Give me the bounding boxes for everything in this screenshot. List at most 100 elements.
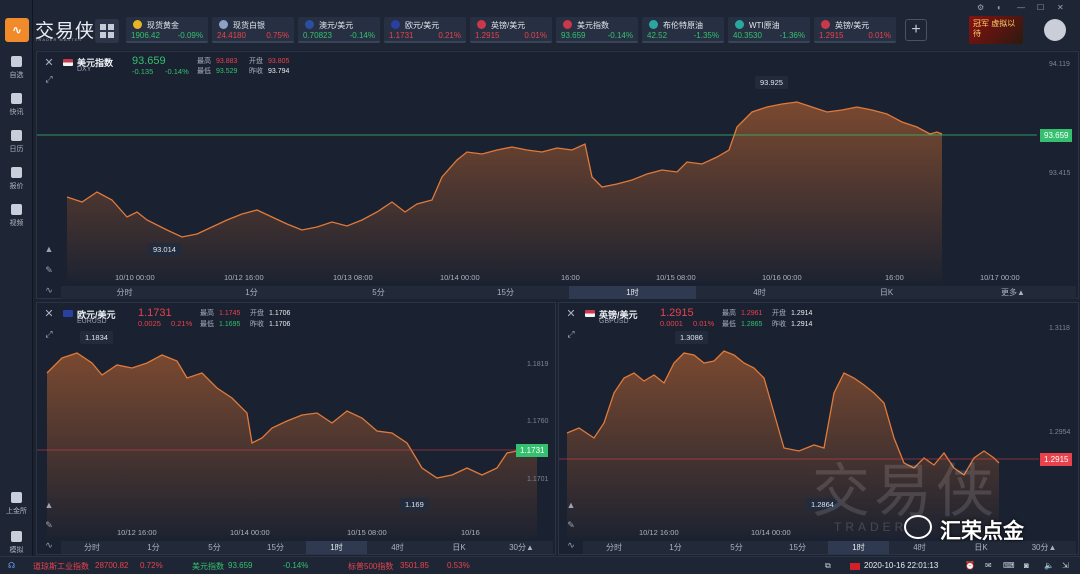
volume-icon[interactable]: 🔈 — [1044, 561, 1054, 570]
symbol-title[interactable]: 欧元/美元 — [77, 310, 116, 320]
expand-panel-button[interactable]: ⤢ — [45, 74, 53, 84]
tf-1m[interactable]: 1分 — [245, 288, 258, 297]
tf-30m[interactable]: 30分▲ — [1031, 543, 1057, 552]
status-dxy-name[interactable]: 美元指数 — [192, 562, 224, 571]
sidebar-item-watchlist[interactable]: 自选 — [0, 56, 33, 80]
tf-daily[interactable]: 日K — [879, 288, 894, 297]
tf-30m[interactable]: 30分▲ — [509, 543, 534, 552]
tf-15m[interactable]: 15分 — [267, 543, 284, 552]
tf-1h[interactable]: 1时 — [828, 541, 889, 554]
close-icon[interactable]: ✕ — [1057, 3, 1064, 12]
x-tick: 10/13 08:00 — [333, 273, 373, 282]
x-tick: 10/10 00:00 — [115, 273, 155, 282]
keyboard-icon[interactable]: ⌨ — [1003, 561, 1015, 570]
mountain-chart-icon[interactable]: ▲ — [44, 244, 54, 254]
sidebar-item-calendar[interactable]: 日历 — [0, 130, 33, 154]
symbol-title[interactable]: 美元指数 — [77, 58, 114, 68]
draw-pen-icon[interactable]: ✎ — [45, 520, 53, 530]
indicator-icon[interactable]: ∿ — [45, 285, 53, 295]
tf-tick[interactable]: 分时 — [606, 543, 622, 552]
notify-icon[interactable]: ⧉ — [825, 561, 831, 570]
ticker-gold[interactable]: 现货黄金 1906.42 -0.09% — [126, 17, 208, 43]
watermark: 交易侠 — [812, 459, 999, 524]
indicator-icon[interactable]: ∿ — [567, 540, 575, 550]
news-icon — [11, 93, 22, 104]
sidebar-item-exchange[interactable]: 上金所 — [0, 492, 33, 516]
tf-15m[interactable]: 15分 — [789, 543, 806, 552]
camera-icon[interactable]: ◙ — [1024, 561, 1029, 570]
ticker-audusd[interactable]: 澳元/美元 0.70823 -0.14% — [298, 17, 380, 43]
exchange-icon — [11, 492, 22, 503]
change-pct: 0.01% — [693, 319, 715, 328]
promo-banner[interactable]: 冠军 虚拟以待 — [969, 16, 1023, 44]
tf-15m[interactable]: 15分 — [497, 288, 514, 297]
tf-5m[interactable]: 5分 — [208, 543, 221, 552]
mountain-chart-icon[interactable]: ▲ — [566, 500, 576, 510]
tf-1m[interactable]: 1分 — [147, 543, 160, 552]
ticker-wti[interactable]: WTI原油 40.3530 -1.36% — [728, 17, 810, 43]
sidebar-item-simulate[interactable]: 模拟 — [0, 531, 33, 555]
draw-pen-icon[interactable]: ✎ — [567, 520, 575, 530]
eur-flag-icon — [391, 20, 400, 29]
x-tick: 10/12 16:00 — [224, 273, 264, 282]
close-panel-button[interactable]: ✕ — [566, 308, 576, 320]
expand-panel-button[interactable]: ⤢ — [567, 329, 575, 339]
tf-5m[interactable]: 5分 — [372, 288, 385, 297]
tf-more[interactable]: 更多▲ — [1001, 288, 1025, 297]
ticker-dxy[interactable]: 美元指数 93.659 -0.14% — [556, 17, 638, 43]
alert-icon[interactable]: ⏰ — [965, 561, 975, 570]
tf-5m[interactable]: 5分 — [730, 543, 743, 552]
sidebar-item-quotes[interactable]: 报价 — [0, 167, 33, 191]
quote-chart-icon — [11, 167, 22, 178]
tf-tick[interactable]: 分时 — [116, 288, 133, 297]
draw-pen-icon[interactable]: ✎ — [45, 265, 53, 275]
usd-flag-icon — [563, 20, 572, 29]
sidebar-item-news[interactable]: 快讯 — [0, 93, 33, 117]
headset-icon[interactable]: ☊ — [8, 561, 16, 570]
maximize-icon[interactable]: ☐ — [1037, 3, 1045, 12]
indicator-icon[interactable]: ∿ — [45, 540, 53, 550]
skin-icon[interactable]: ◐ — [997, 3, 1002, 12]
left-sidebar: 自选 快讯 日历 报价 视频 上金所 模拟 — [0, 0, 33, 574]
x-tick: 10/16 00:00 — [762, 273, 802, 282]
symbol-title[interactable]: 英镑/美元 — [599, 310, 638, 320]
tf-4h[interactable]: 4时 — [391, 543, 404, 552]
tf-4h[interactable]: 4时 — [753, 288, 766, 297]
status-dji-name[interactable]: 道琼斯工业指数 — [33, 562, 89, 571]
gold-icon — [133, 20, 142, 29]
tf-1h[interactable]: 1时 — [306, 541, 367, 554]
add-ticker-button[interactable]: + — [905, 19, 927, 41]
ticker-silver[interactable]: 现货白银 24.4180 0.75% — [212, 17, 294, 43]
ticker-eurusd[interactable]: 欧元/美元 1.1731 0.21% — [384, 17, 466, 43]
exit-icon[interactable]: ⇲ — [1062, 561, 1069, 570]
max-marker: 93.925 — [755, 76, 788, 89]
y-tick: 94.119 — [1049, 61, 1070, 68]
sidebar-item-video[interactable]: 视频 — [0, 204, 33, 228]
tf-4h[interactable]: 4时 — [913, 543, 926, 552]
message-icon[interactable]: ✉ — [985, 561, 992, 570]
tf-daily[interactable]: 日K — [974, 543, 988, 552]
ticker-gbpusd[interactable]: 英镑/美元 1.2915 0.01% — [470, 17, 552, 43]
stat-high: 最高 1.1745 — [200, 310, 241, 317]
ticker-brent[interactable]: 布伦特原油 42.52 -1.35% — [642, 17, 724, 43]
minimize-icon[interactable]: — — [1017, 3, 1025, 12]
status-bar: ☊ 道琼斯工业指数 28700.82 0.72% 美元指数 93.659 -0.… — [0, 556, 1080, 574]
tf-1m[interactable]: 1分 — [669, 543, 682, 552]
status-spx-name[interactable]: 标普500指数 — [348, 562, 394, 571]
current-price-tag: 1.1731 — [516, 444, 549, 457]
avatar[interactable] — [1044, 19, 1066, 41]
close-panel-button[interactable]: ✕ — [44, 308, 54, 320]
ticker-gbpusd-2[interactable]: 英镑/美元 1.2915 0.01% — [814, 17, 896, 43]
tf-1h[interactable]: 1时 — [569, 286, 696, 299]
settings-icon[interactable]: ⚙ — [977, 3, 985, 12]
y-tick: 1.1819 — [527, 361, 549, 368]
tf-daily[interactable]: 日K — [452, 543, 466, 552]
layout-grid-button[interactable] — [95, 19, 119, 43]
watermark-sub: TRADER — [834, 520, 908, 534]
status-dxy-change: -0.14% — [283, 561, 309, 570]
gbp-flag-icon — [477, 20, 486, 29]
close-panel-button[interactable]: ✕ — [44, 57, 54, 69]
expand-panel-button[interactable]: ⤢ — [45, 329, 53, 339]
tf-tick[interactable]: 分时 — [84, 543, 100, 552]
mountain-chart-icon[interactable]: ▲ — [44, 500, 54, 510]
